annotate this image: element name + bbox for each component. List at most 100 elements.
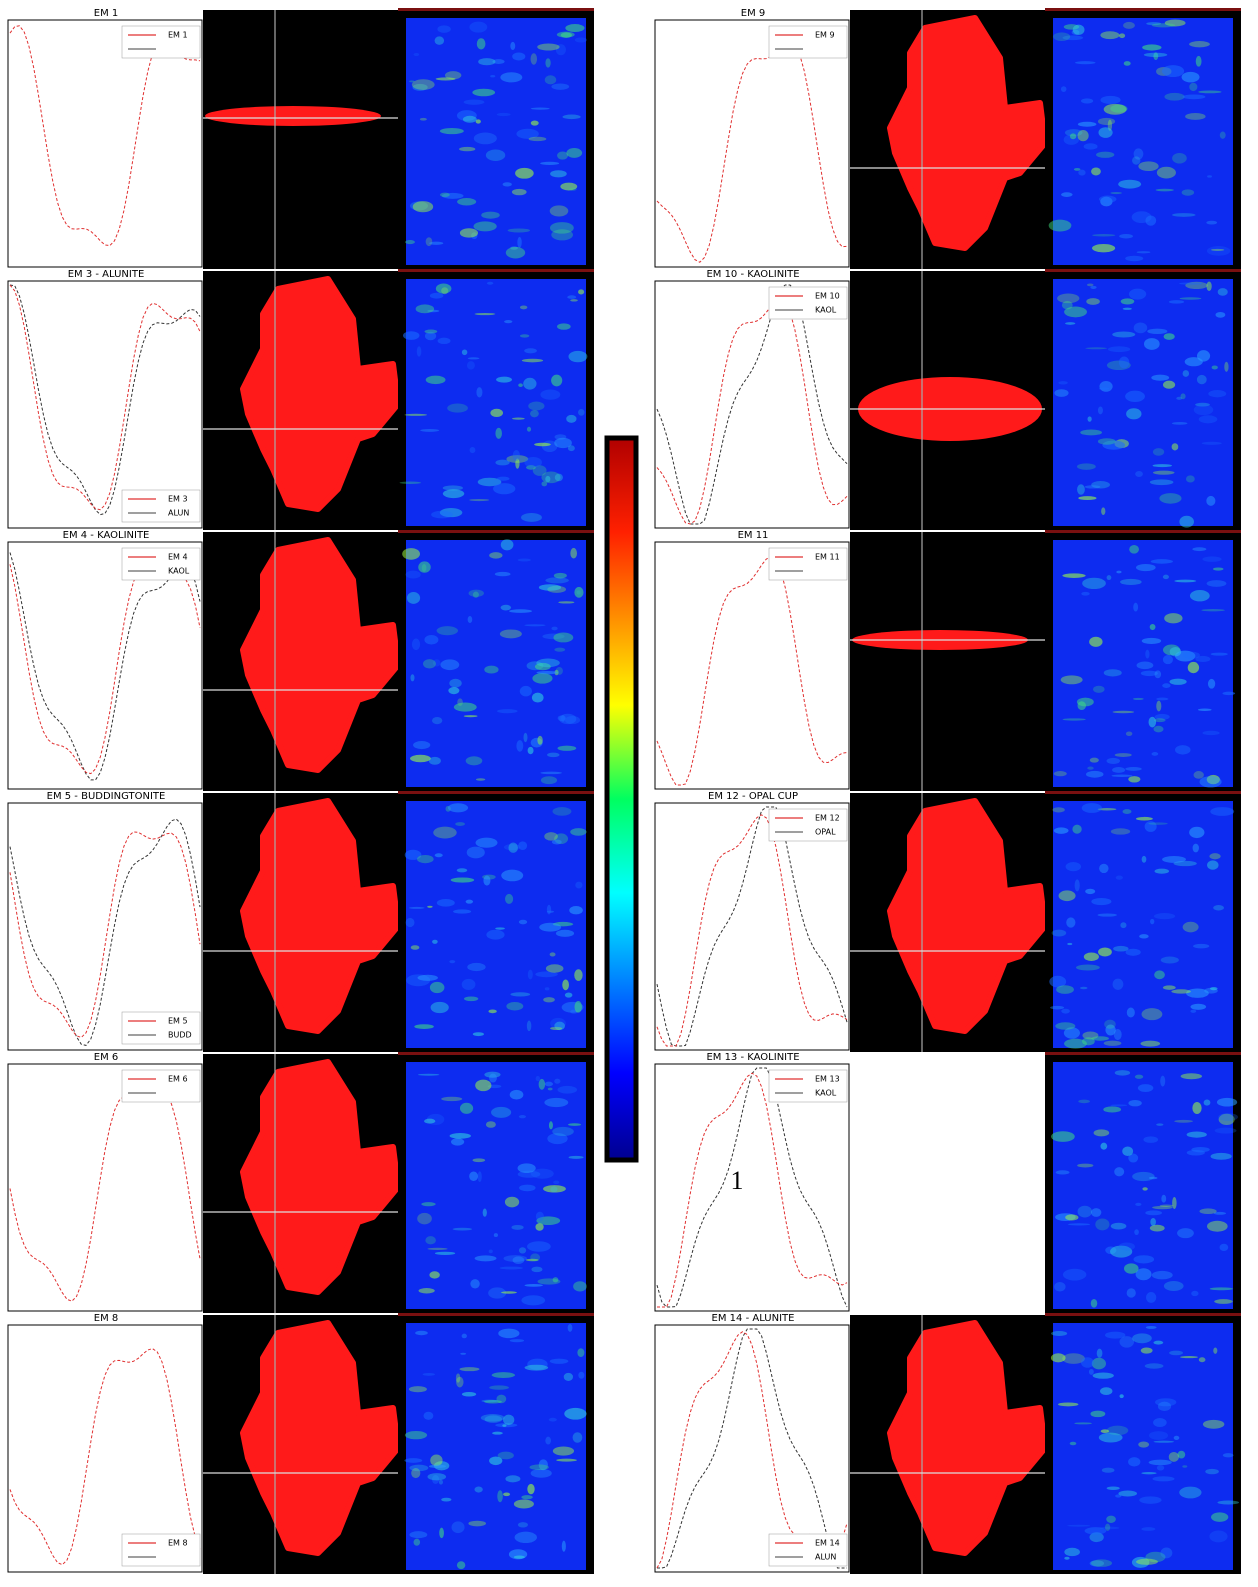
panel-title: EM 8 xyxy=(94,1313,119,1324)
map-texture xyxy=(1148,1176,1158,1180)
map-texture xyxy=(519,1184,536,1192)
map-texture xyxy=(427,1473,447,1481)
panel-title: EM 9 xyxy=(741,8,766,19)
legend-label: BUDD xyxy=(168,1031,192,1040)
map-texture xyxy=(1133,1255,1155,1264)
map-texture xyxy=(496,476,510,481)
abundance-map xyxy=(1053,540,1233,787)
map-texture xyxy=(1063,1027,1080,1039)
map-texture xyxy=(1091,167,1101,176)
map-texture xyxy=(504,1196,520,1208)
map-texture xyxy=(409,1464,429,1472)
map-texture xyxy=(539,922,562,932)
map-texture xyxy=(469,1171,479,1182)
map-texture xyxy=(1054,1282,1066,1292)
map-texture xyxy=(1050,1005,1065,1010)
map-texture xyxy=(473,221,497,232)
map-texture xyxy=(570,828,587,836)
map-texture xyxy=(1080,986,1088,990)
map-texture xyxy=(1218,1113,1235,1126)
map-texture xyxy=(544,1081,553,1087)
map-texture xyxy=(513,1499,534,1509)
map-texture xyxy=(1143,52,1168,57)
map-texture xyxy=(495,459,510,466)
map-texture xyxy=(498,1328,520,1339)
map-texture xyxy=(562,979,569,991)
map-texture xyxy=(1136,661,1154,670)
map-texture xyxy=(525,465,536,470)
map-texture xyxy=(549,205,569,217)
scatter-panel xyxy=(850,532,1047,791)
map-texture xyxy=(1112,978,1124,990)
map-texture xyxy=(402,548,420,560)
map-texture xyxy=(417,974,438,981)
map-texture xyxy=(578,408,585,416)
map-texture xyxy=(1145,649,1150,659)
scatter-panel xyxy=(203,10,400,269)
legend-label: KAOL xyxy=(815,1089,837,1098)
spectrum-plot xyxy=(7,1063,203,1312)
map-texture xyxy=(1106,575,1112,581)
map-texture xyxy=(445,805,451,812)
map-texture xyxy=(1110,191,1123,195)
scatter-cloud xyxy=(887,15,1048,251)
map-texture xyxy=(1134,1074,1144,1079)
map-texture xyxy=(1209,986,1218,991)
map-texture xyxy=(485,1121,496,1128)
map-texture xyxy=(1110,1222,1127,1230)
map-texture xyxy=(1211,1512,1229,1522)
map-texture xyxy=(435,283,452,294)
map-texture xyxy=(540,771,562,775)
map-texture xyxy=(475,778,486,781)
spectrum-line xyxy=(656,284,848,525)
map-texture xyxy=(545,475,551,483)
map-top-bar xyxy=(1045,530,1241,533)
map-texture xyxy=(553,632,574,643)
map-texture xyxy=(556,1458,577,1462)
map-texture xyxy=(413,52,420,57)
map-top-bar xyxy=(398,269,594,272)
map-texture xyxy=(489,1385,509,1390)
map-texture xyxy=(417,1212,432,1225)
map-texture xyxy=(1207,678,1216,689)
map-texture xyxy=(1062,718,1086,721)
map-texture xyxy=(1133,602,1139,612)
map-texture xyxy=(1199,1208,1217,1215)
panel-title: EM 3 - ALUNITE xyxy=(68,269,145,280)
map-texture xyxy=(1180,393,1186,400)
map-texture xyxy=(1147,328,1168,335)
legend-box xyxy=(121,1011,201,1045)
map-texture xyxy=(465,899,474,904)
map-texture xyxy=(501,869,524,882)
map-texture xyxy=(570,547,578,559)
map-texture xyxy=(1139,1496,1162,1504)
map-texture xyxy=(1132,1333,1152,1344)
map-texture xyxy=(1180,1356,1199,1359)
map-texture xyxy=(491,1106,512,1118)
map-texture xyxy=(567,295,577,299)
map-texture xyxy=(561,1540,566,1552)
legend-box xyxy=(121,489,201,523)
map-texture xyxy=(477,1171,482,1183)
map-texture xyxy=(1091,481,1111,489)
map-texture xyxy=(1058,381,1068,385)
map-texture xyxy=(1049,975,1067,988)
map-texture xyxy=(517,236,522,248)
legend-label: EM 9 xyxy=(815,31,835,40)
map-texture xyxy=(1155,188,1174,192)
map-texture xyxy=(432,939,438,944)
map-texture xyxy=(1135,1268,1152,1281)
map-texture xyxy=(554,473,563,482)
map-texture xyxy=(1195,55,1202,67)
map-texture xyxy=(459,1367,480,1372)
map-texture xyxy=(1080,429,1103,436)
map-texture xyxy=(1092,234,1116,237)
map-texture xyxy=(526,1020,532,1032)
spectrum-line xyxy=(9,284,201,511)
map-texture xyxy=(1120,578,1142,585)
map-texture xyxy=(1195,655,1211,663)
map-texture xyxy=(413,741,431,750)
map-texture xyxy=(1153,725,1164,733)
map-texture xyxy=(1186,988,1209,998)
map-texture xyxy=(1134,1229,1139,1236)
